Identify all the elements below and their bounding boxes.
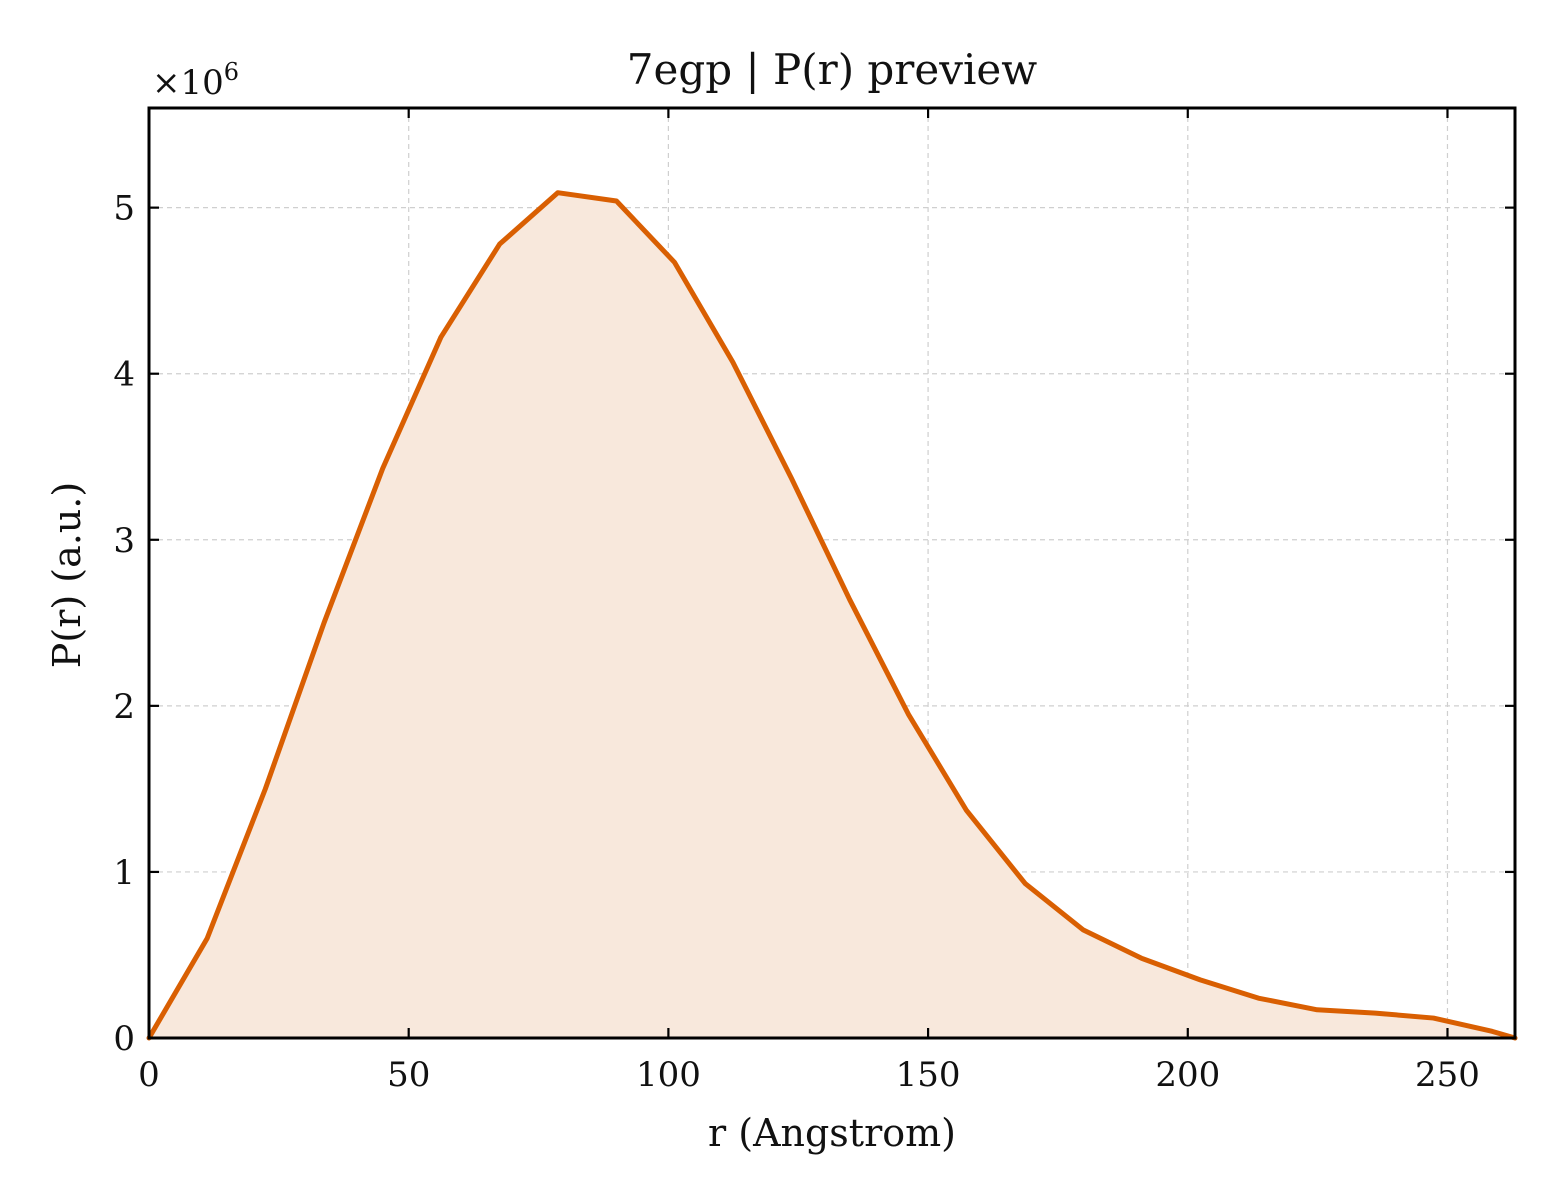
- y-tick-label: 1: [113, 853, 135, 893]
- x-tick-label: 200: [1155, 1055, 1220, 1095]
- y-tick-label: 3: [113, 521, 135, 561]
- x-tick-label: 150: [896, 1055, 961, 1095]
- series-area-fill: [149, 192, 1515, 1038]
- y-axis-label: P(r) (a.u.): [45, 482, 89, 668]
- y-tick-label: 0: [113, 1019, 135, 1059]
- x-tick-label: 50: [387, 1055, 430, 1095]
- ticks: 0 50 100 150 200 250 0 1 2 3 4 5: [113, 108, 1515, 1095]
- y-tick-label: 5: [113, 189, 135, 229]
- y-tick-label: 2: [113, 687, 135, 727]
- x-tick-label: 0: [138, 1055, 160, 1095]
- y-tick-label: 4: [113, 355, 135, 395]
- plot-frame: [147, 106, 1517, 1040]
- chart-title: 7egp | P(r) preview: [627, 45, 1037, 94]
- x-axis-label: r (Angstrom): [708, 1111, 956, 1155]
- x-tick-label: 250: [1415, 1055, 1480, 1095]
- x-tick-label: 100: [636, 1055, 701, 1095]
- y-axis-multiplier: ×106: [152, 58, 239, 103]
- y-multiplier-exponent: 6: [224, 58, 239, 86]
- series-layer: [146, 190, 1518, 1041]
- series-line: [146, 190, 1518, 1041]
- y-multiplier-base: ×10: [152, 63, 224, 103]
